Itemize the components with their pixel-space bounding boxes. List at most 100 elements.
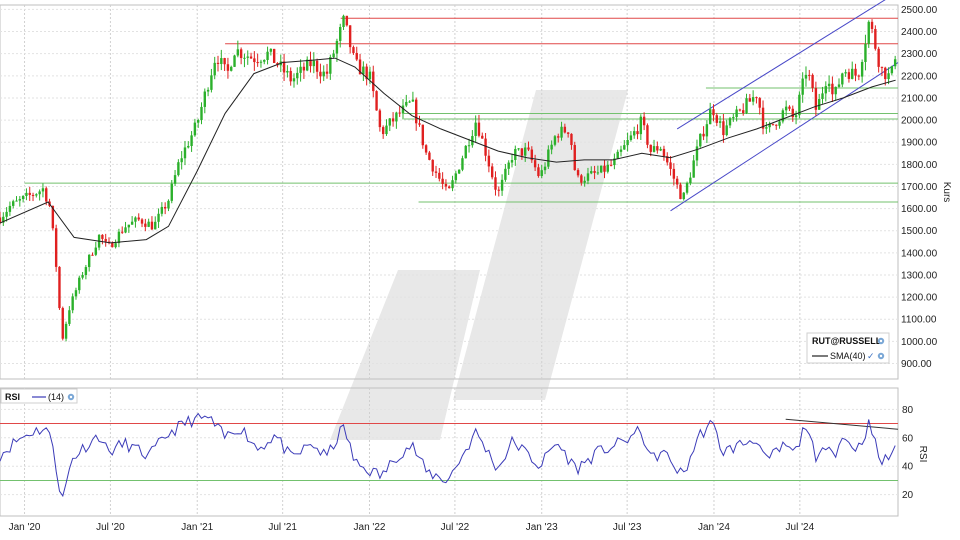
candle bbox=[375, 90, 378, 111]
rsi-y-tick-label: 20 bbox=[902, 490, 914, 501]
candle bbox=[355, 46, 358, 62]
candle bbox=[81, 271, 84, 280]
candle bbox=[510, 153, 514, 168]
candle bbox=[517, 148, 520, 151]
rsi-trend-segment bbox=[785, 418, 899, 430]
price-y-tick-label: 2300.00 bbox=[901, 49, 938, 60]
candle bbox=[0, 211, 2, 225]
candle bbox=[808, 69, 811, 81]
gear-icon[interactable] bbox=[877, 352, 885, 360]
candle bbox=[748, 93, 752, 102]
candle bbox=[814, 81, 818, 116]
candle bbox=[692, 154, 695, 178]
candle bbox=[639, 114, 643, 141]
candle bbox=[801, 72, 804, 103]
sma-40-line bbox=[0, 57, 896, 244]
price-panel: 900.00 1000.00 1100.00 1200.00 1300.00 1400.0… bbox=[0, 0, 952, 380]
candle bbox=[362, 61, 365, 82]
candle bbox=[68, 306, 71, 327]
candle bbox=[51, 205, 55, 231]
rsi-y-tick-labels: 20 40 60 80 bbox=[902, 405, 914, 501]
rsi-axis-title: RSI bbox=[917, 446, 928, 463]
candle bbox=[708, 102, 712, 125]
candle bbox=[137, 213, 140, 222]
candle bbox=[666, 152, 669, 166]
candle bbox=[127, 224, 131, 233]
candle bbox=[61, 306, 64, 341]
candle bbox=[682, 191, 685, 201]
candle bbox=[200, 102, 203, 125]
candle bbox=[428, 150, 431, 161]
candle bbox=[884, 66, 887, 86]
candle bbox=[114, 239, 117, 249]
gear-icon[interactable] bbox=[67, 393, 75, 401]
rsi-y-tick-label: 40 bbox=[902, 462, 914, 473]
candle bbox=[566, 132, 570, 138]
candle bbox=[239, 47, 243, 65]
candle bbox=[530, 146, 534, 163]
candle bbox=[844, 69, 847, 77]
candle bbox=[788, 105, 791, 112]
candle bbox=[547, 145, 550, 169]
candle bbox=[236, 40, 240, 58]
candle bbox=[824, 81, 828, 102]
candle bbox=[345, 15, 349, 27]
price-y-tick-labels: 900.00 1000.00 1100.00 1200.00 1300.00 1400.0… bbox=[901, 5, 938, 370]
candle bbox=[190, 131, 193, 152]
candle bbox=[431, 159, 434, 176]
candle bbox=[606, 160, 609, 174]
check-icon[interactable]: ✓ bbox=[867, 351, 875, 361]
candle bbox=[160, 202, 164, 217]
candle bbox=[289, 67, 292, 86]
candle bbox=[97, 234, 101, 251]
candle bbox=[348, 25, 352, 54]
rsi-panel: 20 40 60 80 RSI RSI (14) bbox=[0, 387, 928, 517]
x-tick-label: Jul '23 bbox=[613, 522, 642, 533]
candle bbox=[41, 183, 45, 198]
candle bbox=[408, 100, 411, 103]
candle bbox=[368, 66, 372, 85]
candle bbox=[91, 252, 94, 256]
candle bbox=[312, 52, 316, 74]
candle bbox=[167, 199, 170, 212]
watermark-logo bbox=[330, 90, 628, 440]
candle bbox=[54, 224, 58, 272]
candle bbox=[745, 93, 748, 115]
candle bbox=[847, 68, 851, 83]
price-y-tick-label: 2500.00 bbox=[901, 5, 938, 16]
price-y-tick-label: 1000.00 bbox=[901, 337, 938, 348]
candle bbox=[434, 165, 438, 178]
candle bbox=[444, 179, 448, 191]
candle bbox=[662, 145, 666, 161]
candle bbox=[725, 119, 728, 137]
candle bbox=[117, 228, 121, 248]
candle bbox=[467, 138, 471, 153]
legend-sma-label: SMA(40) bbox=[830, 351, 866, 361]
candle bbox=[867, 20, 870, 48]
candle bbox=[464, 144, 467, 159]
candle bbox=[646, 123, 649, 149]
candle bbox=[35, 193, 38, 198]
candle bbox=[319, 63, 322, 84]
candle bbox=[593, 165, 596, 180]
price-y-tick-label: 1200.00 bbox=[901, 293, 938, 304]
candle bbox=[64, 321, 68, 342]
candle bbox=[315, 58, 319, 79]
rsi-panel-frame bbox=[0, 387, 899, 517]
candle bbox=[21, 195, 25, 203]
candle bbox=[183, 140, 187, 166]
price-y-tick-label: 1600.00 bbox=[901, 204, 938, 215]
candle bbox=[147, 218, 150, 228]
candle bbox=[771, 123, 775, 126]
rsi-horizontal-lines bbox=[0, 423, 898, 481]
candle bbox=[177, 159, 180, 177]
gear-icon[interactable] bbox=[877, 337, 885, 345]
candle bbox=[180, 151, 183, 170]
candle bbox=[134, 216, 137, 228]
candle bbox=[5, 207, 8, 222]
candle bbox=[405, 94, 408, 108]
candle bbox=[154, 216, 157, 230]
candle bbox=[679, 182, 682, 200]
candle bbox=[173, 169, 177, 187]
candle bbox=[527, 141, 530, 152]
